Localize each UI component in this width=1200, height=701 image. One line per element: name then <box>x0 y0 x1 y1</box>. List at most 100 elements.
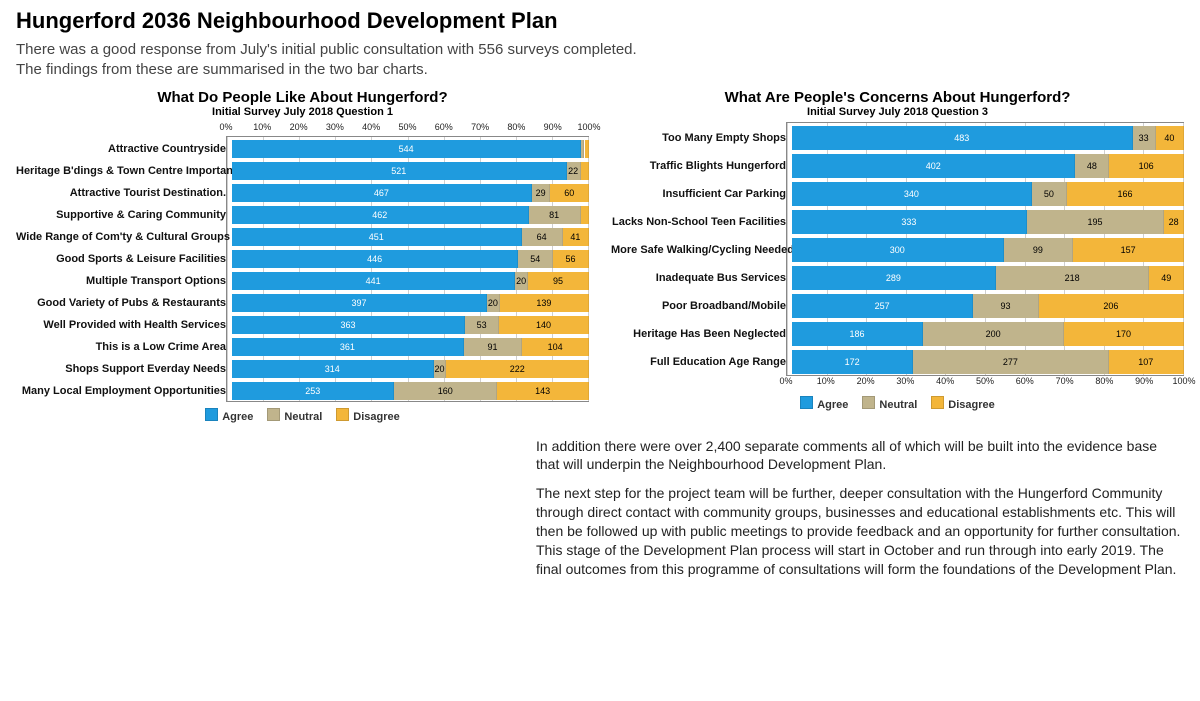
bar-track: 46281 <box>232 204 589 226</box>
category-label: Too Many Empty Shops <box>611 132 792 144</box>
bar-seg-disagree: 139 <box>500 294 589 312</box>
bar-track: 36353140 <box>232 314 589 336</box>
x-tick: 60% <box>435 122 453 132</box>
legend-item-neutral: Neutral <box>267 408 322 423</box>
bar-seg-disagree: 60 <box>550 184 589 202</box>
x-tick: 90% <box>1135 376 1153 386</box>
bar-seg-agree: 314 <box>232 360 434 378</box>
category-label: Many Local Employment Opportunities <box>16 385 232 397</box>
bar-seg-disagree: 170 <box>1064 322 1184 346</box>
legend-item-agree: Agree <box>800 396 848 411</box>
legend: Agree Neutral Disagree <box>16 408 589 423</box>
page-title: Hungerford 2036 Neighbourhood Developmen… <box>16 8 1184 34</box>
x-tick: 10% <box>253 122 271 132</box>
x-tick: 70% <box>1056 376 1074 386</box>
bar-seg-neutral: 20 <box>487 294 500 312</box>
x-axis: 0%10%20%30%40%50%60%70%80%90%100% <box>226 122 589 136</box>
bar-seg-agree: 397 <box>232 294 487 312</box>
x-tick: 100% <box>577 122 600 132</box>
bar-seg-agree: 451 <box>232 228 522 246</box>
x-tick: 80% <box>507 122 525 132</box>
legend-label: Disagree <box>353 411 399 423</box>
chart-row: Well Provided with Health Services363531… <box>16 314 589 336</box>
bar-track: 253160143 <box>232 380 589 402</box>
chart-row: Full Education Age Range172277107 <box>611 348 1184 376</box>
bar-seg-neutral: 160 <box>394 382 497 400</box>
chart-row: This is a Low Crime Area36191104 <box>16 336 589 358</box>
category-label: Full Education Age Range <box>611 356 792 368</box>
chart-row: Inadequate Bus Services28921849 <box>611 264 1184 292</box>
bar-track: 4672960 <box>232 182 589 204</box>
page: Hungerford 2036 Neighbourhood Developmen… <box>0 0 1200 701</box>
bar-seg-agree: 289 <box>792 266 996 290</box>
x-tick: 80% <box>1095 376 1113 386</box>
bar-seg-neutral: 22 <box>567 162 581 180</box>
bar-track: 33319528 <box>792 208 1184 236</box>
bar-seg-disagree: 166 <box>1067 182 1184 206</box>
bar-seg-neutral: 218 <box>996 266 1150 290</box>
bar-seg-disagree: 206 <box>1039 294 1184 318</box>
chart-row: Insufficient Car Parking34050166 <box>611 180 1184 208</box>
x-tick: 40% <box>936 376 954 386</box>
bar-seg-neutral: 64 <box>522 228 563 246</box>
legend-item-agree: Agree <box>205 408 253 423</box>
category-label: Traffic Blights Hungerford <box>611 160 792 172</box>
x-tick: 50% <box>398 122 416 132</box>
x-tick: 0% <box>219 122 232 132</box>
legend-swatch <box>336 408 349 421</box>
legend-swatch <box>931 396 944 409</box>
x-tick: 50% <box>976 376 994 386</box>
bar-track: 39720139 <box>232 292 589 314</box>
bar-track: 28921849 <box>792 264 1184 292</box>
legend-swatch <box>800 396 813 409</box>
category-label: Poor Broadband/Mobile <box>611 300 792 312</box>
bottom-text: In addition there were over 2,400 separa… <box>536 437 1184 579</box>
bar-track: 40248106 <box>792 152 1184 180</box>
bar-seg-agree: 172 <box>792 350 913 374</box>
category-label: Attractive Tourist Destination. <box>16 187 232 199</box>
bar-seg-neutral: 93 <box>973 294 1039 318</box>
bar-seg-agree: 483 <box>792 126 1133 150</box>
bar-seg-disagree <box>581 162 589 180</box>
category-label: Heritage Has Been Neglected <box>611 328 792 340</box>
x-tick: 60% <box>1016 376 1034 386</box>
x-tick: 70% <box>471 122 489 132</box>
legend-swatch <box>267 408 280 421</box>
category-label: Good Sports & Leisure Facilities <box>16 253 232 265</box>
legend-swatch <box>862 396 875 409</box>
bar-seg-neutral: 20 <box>515 272 528 290</box>
bar-seg-neutral: 99 <box>1004 238 1074 262</box>
bar-seg-disagree <box>581 206 589 224</box>
bar-seg-neutral: 48 <box>1075 154 1109 178</box>
x-tick: 90% <box>544 122 562 132</box>
bar-seg-disagree: 106 <box>1109 154 1184 178</box>
chart-row: Many Local Employment Opportunities25316… <box>16 380 589 402</box>
category-label: Well Provided with Health Services <box>16 319 232 331</box>
bar-seg-disagree: 107 <box>1109 350 1184 374</box>
chart-row: Multiple Transport Options4412095 <box>16 270 589 292</box>
category-label: Good Variety of Pubs & Restaurants <box>16 297 232 309</box>
chart-row: Supportive & Caring Community46281 <box>16 204 589 226</box>
legend-label: Neutral <box>879 399 917 411</box>
bar-track: 52122 <box>232 160 589 182</box>
bar-track: 172277107 <box>792 348 1184 376</box>
x-tick: 30% <box>326 122 344 132</box>
chart-row: Good Sports & Leisure Facilities4465456 <box>16 248 589 270</box>
category-label: Shops Support Everday Needs <box>16 363 232 375</box>
bar-seg-neutral: 53 <box>465 316 499 334</box>
bar-seg-neutral: 33 <box>1133 126 1156 150</box>
x-tick: 20% <box>290 122 308 132</box>
legend-item-disagree: Disagree <box>336 408 399 423</box>
bar-seg-agree: 402 <box>792 154 1075 178</box>
bar-seg-neutral: 54 <box>518 250 553 268</box>
legend-label: Agree <box>222 411 253 423</box>
x-axis: 0%10%20%30%40%50%60%70%80%90%100% <box>786 376 1184 390</box>
bar-track: 34050166 <box>792 180 1184 208</box>
x-tick: 30% <box>896 376 914 386</box>
bar-seg-neutral: 29 <box>532 184 551 202</box>
bar-seg-agree: 186 <box>792 322 923 346</box>
rows: Too Many Empty Shops4833340Traffic Bligh… <box>611 124 1184 376</box>
bar-seg-neutral: 81 <box>529 206 581 224</box>
bar-seg-agree: 446 <box>232 250 518 268</box>
chart-subtitle: Initial Survey July 2018 Question 1 <box>16 106 589 118</box>
